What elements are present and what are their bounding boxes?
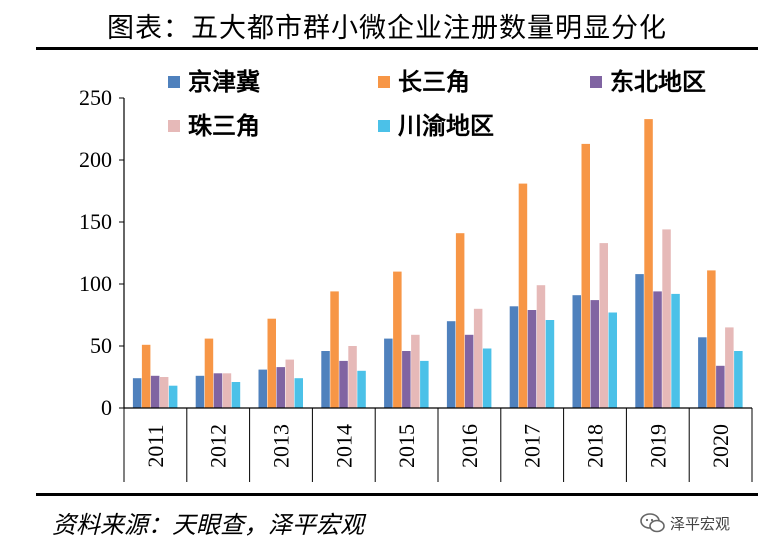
bar-川渝地区-2012 xyxy=(231,382,241,408)
bar-川渝地区-2020 xyxy=(734,351,743,408)
legend-label-长三角: 长三角 xyxy=(398,68,470,96)
wechat-icon xyxy=(640,513,665,533)
x-tick-label-2012: 2012 xyxy=(206,424,231,468)
legend-swatch-川渝地区 xyxy=(378,120,390,132)
bar-川渝地区-2016 xyxy=(482,348,492,408)
bar-东北地区-2014 xyxy=(339,360,348,408)
bar-珠三角-2017 xyxy=(536,285,546,408)
x-tick-label-2014: 2014 xyxy=(331,424,356,468)
bar-长三角-2016 xyxy=(455,233,465,408)
bar-川渝地区-2014 xyxy=(357,370,366,408)
legend-label-珠三角: 珠三角 xyxy=(188,112,260,140)
x-tick-label-2015: 2015 xyxy=(394,424,419,468)
bar-珠三角-2011 xyxy=(159,377,169,408)
x-tick-label-2013: 2013 xyxy=(269,424,294,468)
bar-东北地区-2013 xyxy=(276,367,285,408)
bar-珠三角-2016 xyxy=(473,308,483,408)
legend-swatch-珠三角 xyxy=(168,120,180,132)
bar-京津冀-2016 xyxy=(446,321,456,408)
bar-东北地区-2018 xyxy=(590,300,599,408)
bar-长三角-2015 xyxy=(393,271,402,408)
axes-group: 0 50 100 150 200 250 2011 2012 2013 2014 2015 2016 2… xyxy=(79,85,753,482)
bar-长三角-2014 xyxy=(330,291,339,408)
y-tick-label-100: 100 xyxy=(79,271,112,296)
legend-label-京津冀: 京津冀 xyxy=(188,68,260,96)
x-tick-label-2020: 2020 xyxy=(708,424,733,468)
bar-长三角-2011 xyxy=(141,344,151,408)
bar-长三角-2019 xyxy=(644,119,653,408)
bars-group xyxy=(132,119,743,408)
bar-珠三角-2020 xyxy=(725,327,734,408)
bar-川渝地区-2018 xyxy=(608,312,617,408)
bar-川渝地区-2013 xyxy=(294,378,303,408)
x-tick-label-2016: 2016 xyxy=(457,424,482,468)
y-tick-label-0: 0 xyxy=(101,395,112,420)
bar-川渝地区-2011 xyxy=(168,385,178,408)
y-tick-label-50: 50 xyxy=(90,333,112,358)
bar-珠三角-2012 xyxy=(222,373,232,408)
footer-divider xyxy=(36,493,758,496)
bar-京津冀-2019 xyxy=(635,274,644,408)
bar-川渝地区-2017 xyxy=(545,320,555,408)
legend-label-东北地区: 东北地区 xyxy=(610,68,706,96)
bar-京津冀-2015 xyxy=(384,338,393,408)
bar-京津冀-2017 xyxy=(509,306,519,408)
bar-京津冀-2020 xyxy=(698,337,707,408)
y-tick-label-250: 250 xyxy=(79,85,112,110)
bar-珠三角-2015 xyxy=(411,334,420,408)
source-note: 资料来源：天眼查，泽平宏观 xyxy=(52,511,364,539)
watermark: 泽平宏观 xyxy=(640,512,730,534)
bar-珠三角-2018 xyxy=(599,243,608,408)
bar-东北地区-2019 xyxy=(653,291,662,408)
bar-京津冀-2013 xyxy=(258,369,267,408)
bar-长三角-2012 xyxy=(204,338,214,408)
bar-东北地区-2020 xyxy=(716,365,725,408)
title-divider xyxy=(36,47,758,50)
legend-swatch-长三角 xyxy=(378,76,390,88)
bar-东北地区-2017 xyxy=(527,310,537,408)
page-title: 图表：五大都市群小微企业注册数量明显分化 xyxy=(107,13,667,44)
x-tick-label-2017: 2017 xyxy=(520,424,545,468)
x-tick-label-2018: 2018 xyxy=(583,424,608,468)
bar-京津冀-2018 xyxy=(572,295,581,408)
x-tick-label-2011: 2011 xyxy=(143,424,168,467)
legend-swatch-东北地区 xyxy=(590,76,602,88)
bar-京津冀-2011 xyxy=(132,378,142,408)
bar-珠三角-2014 xyxy=(348,346,357,408)
bar-长三角-2018 xyxy=(581,143,590,408)
bar-京津冀-2012 xyxy=(195,375,205,408)
bar-川渝地区-2019 xyxy=(671,293,680,408)
bar-川渝地区-2015 xyxy=(420,360,429,408)
bar-珠三角-2013 xyxy=(285,359,294,408)
bar-长三角-2020 xyxy=(707,270,716,408)
y-tick-label-200: 200 xyxy=(79,147,112,172)
bar-东北地区-2012 xyxy=(213,373,223,408)
bar-京津冀-2014 xyxy=(321,351,330,408)
legend-swatch-京津冀 xyxy=(168,76,180,88)
bar-长三角-2017 xyxy=(518,183,528,408)
bar-东北地区-2016 xyxy=(464,334,474,408)
y-tick-label-150: 150 xyxy=(79,209,112,234)
x-tick-label-2019: 2019 xyxy=(645,424,670,468)
bar-东北地区-2015 xyxy=(402,351,411,408)
bar-珠三角-2019 xyxy=(662,229,671,408)
legend-label-川渝地区: 川渝地区 xyxy=(398,112,494,140)
bar-东北地区-2011 xyxy=(150,375,160,408)
watermark-text: 泽平宏观 xyxy=(670,514,731,533)
bar-长三角-2013 xyxy=(267,318,276,408)
